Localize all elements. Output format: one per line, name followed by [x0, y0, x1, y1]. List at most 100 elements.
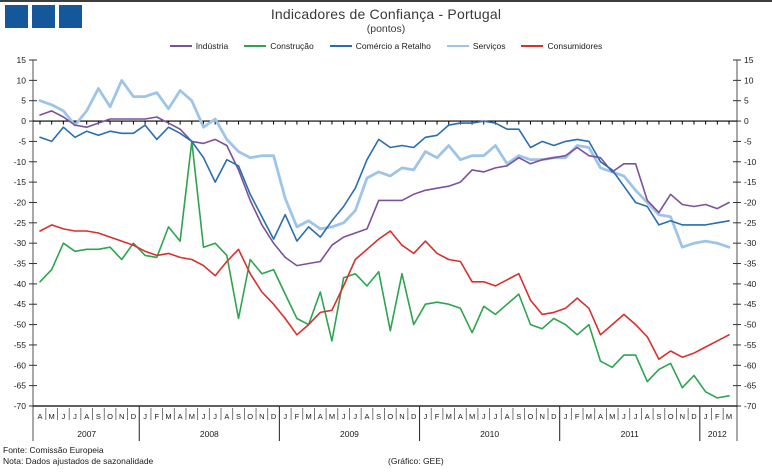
month-label: J: [353, 412, 357, 421]
month-label: O: [387, 412, 393, 421]
legend-swatch: [329, 45, 352, 47]
y-axis-label-right: 10: [744, 75, 754, 85]
legend-item-5: Consumidores: [521, 41, 602, 51]
month-label: J: [283, 412, 287, 421]
month-label: A: [364, 412, 369, 421]
month-label: A: [318, 412, 323, 421]
credit-note: (Gráfico: GEE): [388, 456, 444, 466]
month-label: A: [224, 412, 229, 421]
month-label: J: [634, 412, 638, 421]
y-axis-label-left: 15: [17, 55, 27, 65]
month-label: N: [259, 412, 264, 421]
legend: Indústria Construção Comércio a Retalho Ser…: [0, 41, 772, 51]
series-line-construção: [39, 140, 730, 399]
legend-item-1: Indústria: [169, 41, 229, 51]
month-label: O: [528, 412, 534, 421]
month-label: O: [247, 412, 253, 421]
month-label: S: [656, 412, 661, 421]
year-label: 2012: [708, 429, 727, 439]
month-label: D: [271, 412, 277, 421]
y-axis-label-left: -65: [14, 381, 27, 391]
y-axis-label-right: -5: [744, 136, 752, 146]
month-label: F: [154, 412, 159, 421]
y-axis-label-left: 10: [17, 75, 27, 85]
month-label: M: [329, 412, 335, 421]
month-label: F: [575, 412, 580, 421]
y-axis-label-right: -15: [744, 177, 757, 187]
month-label: J: [213, 412, 217, 421]
y-axis-label-right: -65: [744, 381, 757, 391]
month-label: M: [726, 412, 732, 421]
legend-swatch: [446, 44, 469, 48]
series-line-indústria: [39, 110, 730, 267]
month-label: M: [446, 412, 452, 421]
y-axis-label-left: -70: [14, 401, 27, 411]
y-axis-label-right: -25: [744, 218, 757, 228]
y-axis-label-right: -45: [744, 299, 757, 309]
month-label: M: [165, 412, 171, 421]
legend-swatch: [244, 45, 267, 47]
month-label: A: [598, 412, 603, 421]
legend-label: Consumidores: [547, 41, 603, 51]
y-axis-label-left: 5: [21, 96, 26, 106]
year-label: 2011: [621, 429, 640, 439]
month-label: M: [305, 412, 311, 421]
month-label: M: [609, 412, 615, 421]
month-label: S: [96, 412, 101, 421]
y-axis-label-right: -55: [744, 340, 757, 350]
month-label: A: [645, 412, 650, 421]
month-label: O: [107, 412, 113, 421]
month-label: J: [482, 412, 486, 421]
y-axis-label-right: -20: [744, 197, 757, 207]
legend-label: Construção: [270, 41, 314, 51]
month-label: J: [564, 412, 568, 421]
y-axis-label-left: -30: [14, 238, 27, 248]
top-border-line: [0, 0, 772, 2]
y-axis-label-right: 5: [744, 96, 749, 106]
month-label: J: [202, 412, 206, 421]
legend-item-4: Serviços: [446, 41, 505, 51]
month-label: J: [342, 412, 346, 421]
month-label: A: [37, 412, 42, 421]
month-label: A: [84, 412, 89, 421]
month-label: J: [143, 412, 147, 421]
month-label: J: [73, 412, 77, 421]
month-label: S: [516, 412, 521, 421]
month-label: M: [189, 412, 195, 421]
y-axis-label-left: -10: [14, 157, 27, 167]
y-axis-label-right: 15: [744, 55, 754, 65]
month-label: A: [178, 412, 183, 421]
legend-swatch: [169, 45, 192, 47]
y-axis-label-left: -15: [14, 177, 27, 187]
y-axis-label-right: -60: [744, 360, 757, 370]
year-label: 2010: [480, 429, 499, 439]
month-label: J: [494, 412, 498, 421]
month-label: J: [61, 412, 65, 421]
month-label: M: [469, 412, 475, 421]
y-axis-label-right: -40: [744, 279, 757, 289]
y-axis-label-right: 0: [744, 116, 749, 126]
y-axis-label-left: -25: [14, 218, 27, 228]
month-label: F: [715, 412, 720, 421]
logo-square: [32, 5, 55, 28]
logo-square: [5, 5, 28, 28]
month-label: M: [49, 412, 55, 421]
y-axis-label-left: -5: [18, 136, 26, 146]
legend-label: Indústria: [195, 41, 229, 51]
month-label: F: [295, 412, 300, 421]
month-label: J: [622, 412, 626, 421]
year-label: 2007: [77, 429, 96, 439]
source-note: Fonte: Comissão Europeia: [3, 445, 104, 455]
month-label: D: [691, 412, 697, 421]
logo-square: [59, 5, 82, 28]
month-label: S: [236, 412, 241, 421]
month-label: A: [458, 412, 463, 421]
year-label: 2009: [340, 429, 359, 439]
y-axis-label-left: -35: [14, 259, 27, 269]
y-axis-label-right: -35: [744, 259, 757, 269]
y-axis-label-right: -10: [744, 157, 757, 167]
month-label: D: [551, 412, 557, 421]
month-label: D: [131, 412, 137, 421]
logo: [5, 5, 82, 28]
